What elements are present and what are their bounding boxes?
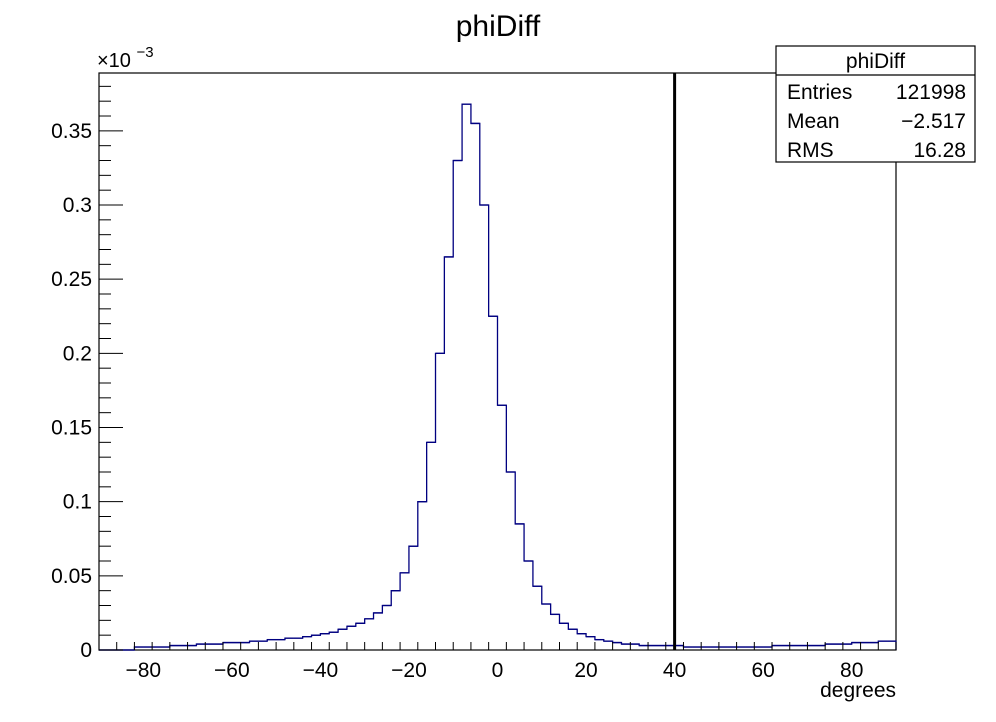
histogram-bars (99, 103, 897, 651)
stats-entries-label: Entries (787, 81, 852, 104)
y-tick-label: 0.25 (51, 268, 92, 291)
y-tick-label: 0.1 (63, 491, 92, 514)
y-tick-label: 0.35 (51, 120, 92, 143)
x-tick-label: −40 (303, 659, 339, 682)
x-tick-label: 40 (663, 659, 686, 682)
x-tick-label: 80 (840, 659, 863, 682)
y-axis: 0 0.05 0.1 0.15 0.2 0.25 0.3 0.35 (51, 85, 123, 662)
x-tick-label: 0 (492, 659, 504, 682)
x-tick-label: 60 (751, 659, 774, 682)
stats-box-frame (775, 45, 976, 163)
stats-box: phiDiff Entries 121998 Mean −2.517 RMS 1… (775, 45, 976, 163)
y-tick-label: 0.3 (63, 194, 92, 217)
stats-box-title: phiDiff (846, 50, 905, 73)
y-tick-label: 0.05 (51, 565, 92, 588)
plot-frame (98, 72, 897, 651)
y-tick-label: 0.2 (63, 342, 92, 365)
y-axis-exponent-label: ×10 −3 (97, 44, 154, 72)
stats-rms-value: 16.28 (913, 139, 966, 162)
y-tick-label: 0 (80, 639, 92, 662)
plot-frame-rect (98, 72, 897, 651)
x-axis-label: degrees (820, 679, 896, 702)
stats-mean-value: −2.517 (901, 110, 966, 133)
stats-entries-value: 121998 (896, 81, 966, 104)
x-tick-label: 20 (574, 659, 597, 682)
chart-title: phiDiff (456, 10, 541, 43)
x-axis: −80 −60 −40 −20 0 20 40 60 80 (98, 642, 897, 682)
y-tick-label: 0.15 (51, 417, 92, 440)
stats-rms-label: RMS (787, 139, 834, 162)
x-tick-label: −20 (391, 659, 427, 682)
y-exponent-base: ×10 (97, 50, 131, 72)
x-tick-label: −60 (214, 659, 250, 682)
x-tick-label: −80 (125, 659, 161, 682)
y-exponent-power: −3 (137, 44, 154, 61)
stats-mean-label: Mean (787, 110, 840, 133)
